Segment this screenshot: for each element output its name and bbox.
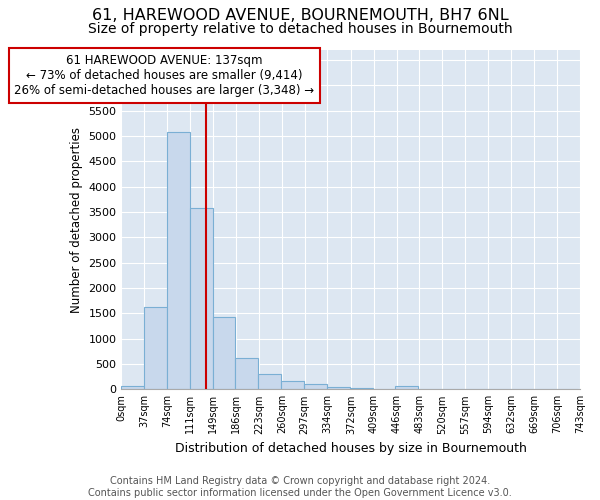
- Bar: [167, 132, 190, 390]
- Bar: [121, 386, 144, 390]
- Bar: [304, 384, 327, 390]
- Y-axis label: Number of detached properties: Number of detached properties: [70, 126, 83, 312]
- Bar: [212, 317, 235, 390]
- Bar: [373, 389, 395, 390]
- Text: 61, HAREWOOD AVENUE, BOURNEMOUTH, BH7 6NL: 61, HAREWOOD AVENUE, BOURNEMOUTH, BH7 6N…: [92, 8, 508, 22]
- Bar: [327, 387, 350, 390]
- Bar: [190, 208, 212, 390]
- Text: 61 HAREWOOD AVENUE: 137sqm
← 73% of detached houses are smaller (9,414)
26% of s: 61 HAREWOOD AVENUE: 137sqm ← 73% of deta…: [14, 54, 314, 97]
- Text: Contains HM Land Registry data © Crown copyright and database right 2024.
Contai: Contains HM Land Registry data © Crown c…: [88, 476, 512, 498]
- Bar: [144, 307, 167, 390]
- Bar: [235, 358, 259, 390]
- X-axis label: Distribution of detached houses by size in Bournemouth: Distribution of detached houses by size …: [175, 442, 527, 455]
- Bar: [281, 382, 304, 390]
- Text: Size of property relative to detached houses in Bournemouth: Size of property relative to detached ho…: [88, 22, 512, 36]
- Bar: [350, 388, 373, 390]
- Bar: [259, 374, 281, 390]
- Bar: [395, 386, 418, 390]
